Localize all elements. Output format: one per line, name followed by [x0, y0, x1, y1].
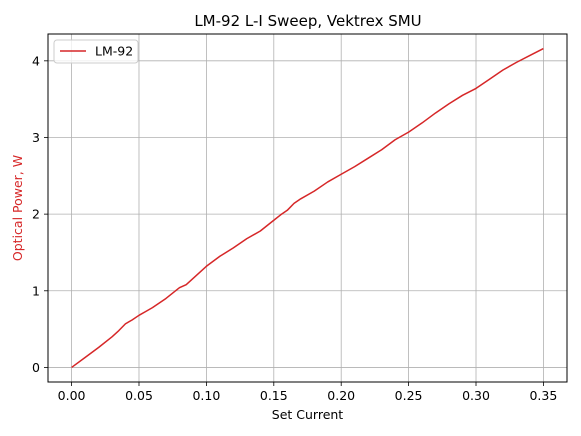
- y-tick-label: 0: [32, 360, 40, 375]
- x-tick-label: 0.15: [260, 388, 288, 403]
- y-tick-label: 1: [32, 283, 40, 298]
- y-tick-label: 4: [32, 53, 40, 68]
- legend-box: [53, 39, 139, 64]
- plot-frame: [47, 33, 568, 383]
- y-tick-label: 2: [32, 207, 40, 222]
- y-axis-label: Optical Power, W: [10, 155, 25, 261]
- y-axis: 0 1 2 3 4: [32, 53, 48, 375]
- legend-label: LM-92: [95, 44, 133, 59]
- series-layer: [71, 47, 544, 369]
- x-tick-label: 0.20: [327, 388, 355, 403]
- chart-title: LM-92 L-I Sweep, Vektrex SMU: [194, 12, 421, 30]
- x-axis-label: Set Current: [272, 407, 344, 422]
- x-tick-label: 0.25: [395, 388, 423, 403]
- x-tick-label: 0.30: [462, 388, 490, 403]
- y-tick-label: 3: [32, 130, 40, 145]
- x-tick-label: 0.10: [192, 388, 220, 403]
- series-line: [71, 47, 544, 369]
- x-tick-label: 0.05: [125, 388, 153, 403]
- grid: [48, 34, 567, 382]
- x-tick-label: 0.00: [58, 388, 86, 403]
- x-axis: 0.00 0.05 0.10 0.15 0.20 0.25 0.30 0.35: [58, 382, 557, 403]
- x-tick-label: 0.35: [529, 388, 557, 403]
- legend: LM-92: [53, 39, 139, 64]
